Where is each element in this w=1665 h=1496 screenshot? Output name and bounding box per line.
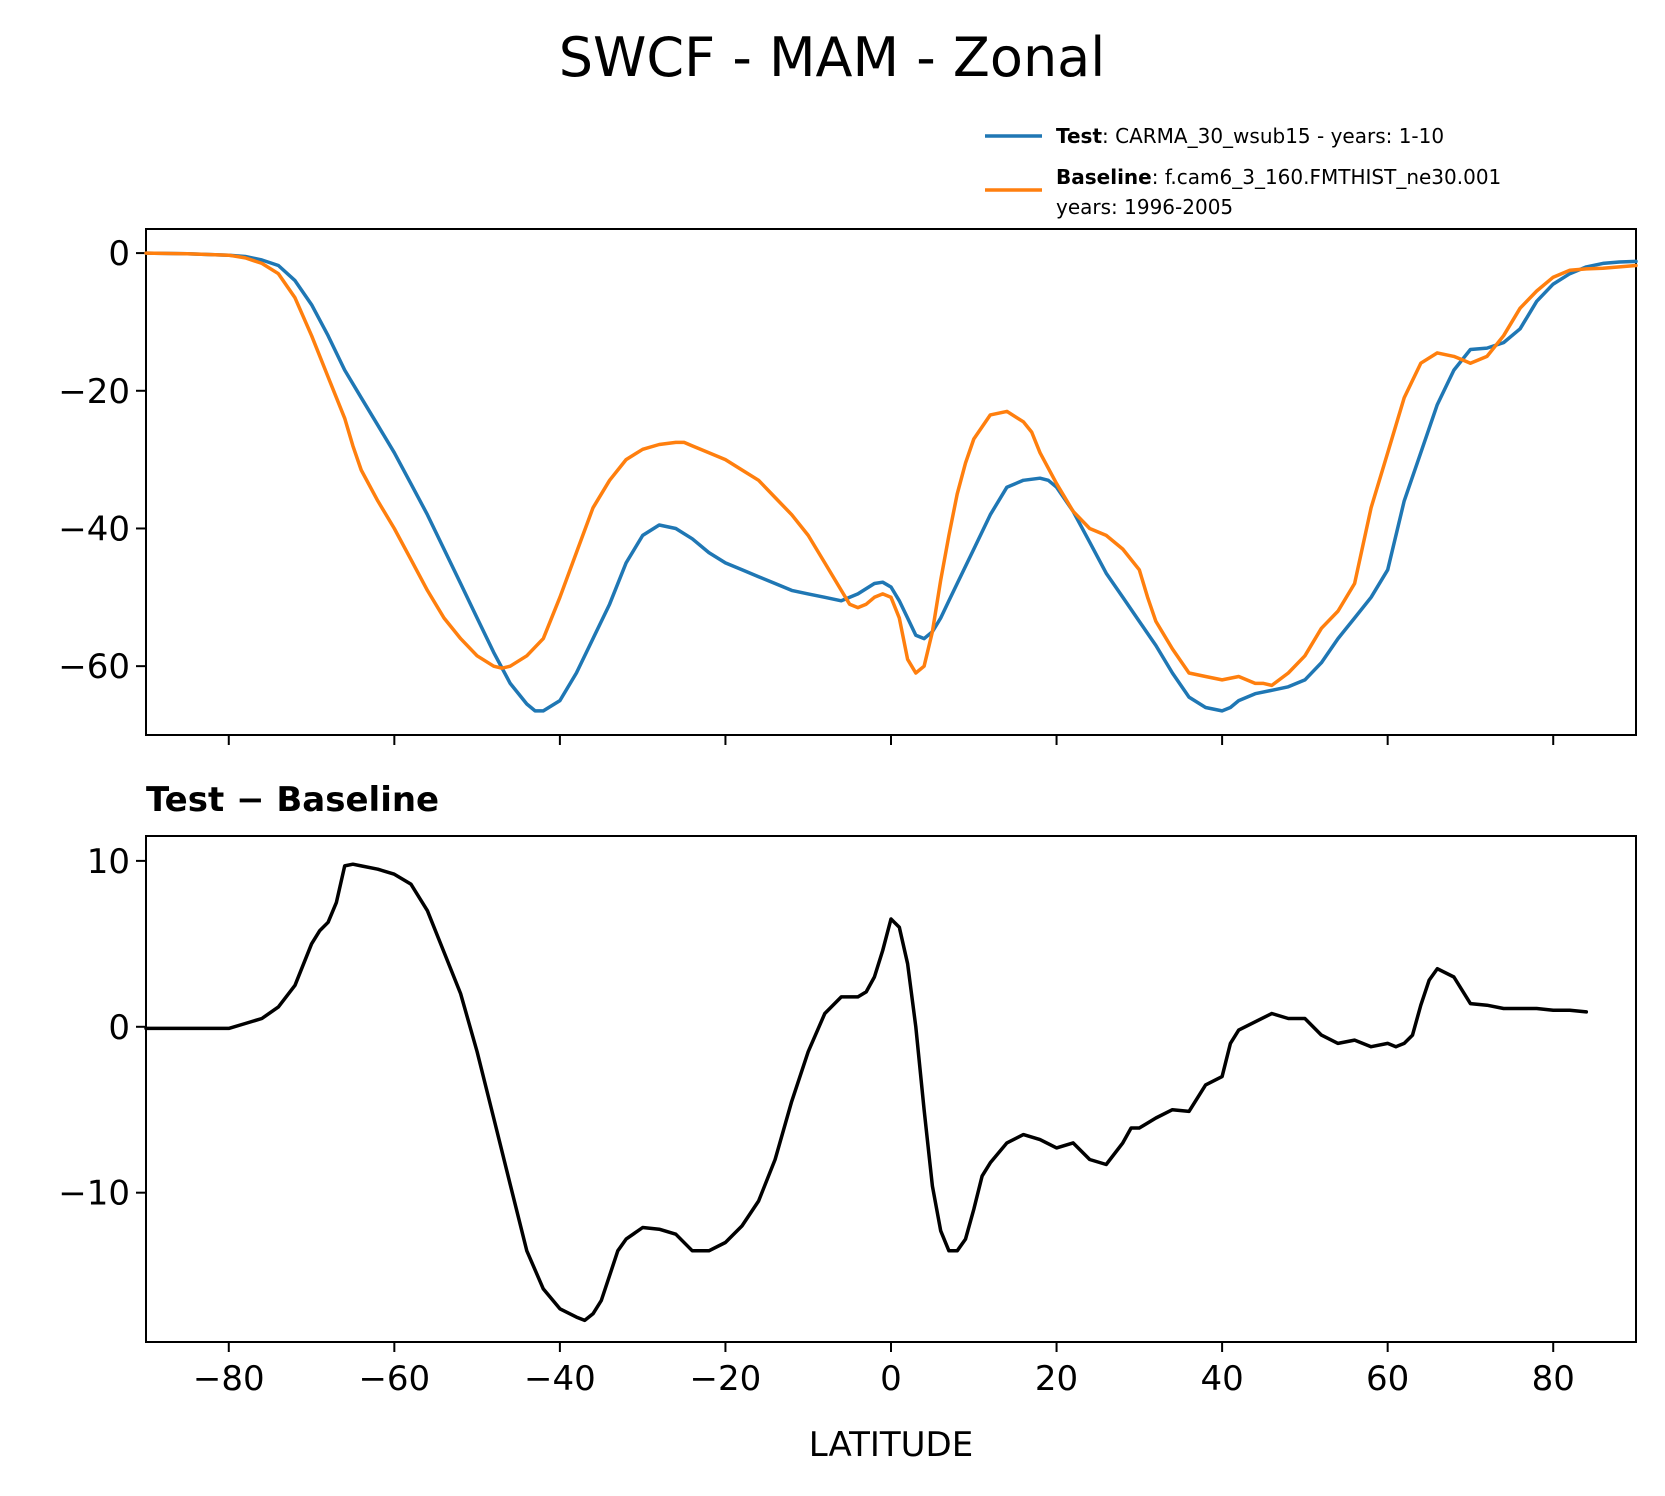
series-line-test <box>144 251 1638 713</box>
top-y-axis: 0 −20 −40 −60 <box>58 234 146 687</box>
bottom-y-tick-label: 10 <box>87 842 130 882</box>
series-line-test-baseline <box>144 862 1589 1323</box>
difference-subtitle: Test − Baseline <box>146 780 439 820</box>
bottom-x-axis: −80 −60 −40 −20 0 20 40 60 80 <box>193 1342 1575 1399</box>
series-line-baseline <box>144 251 1638 688</box>
x-tick-label: −80 <box>193 1359 265 1399</box>
x-tick-label: 60 <box>1366 1359 1409 1399</box>
x-tick-label: −20 <box>690 1359 762 1399</box>
x-tick-label: −40 <box>524 1359 596 1399</box>
x-axis-label: LATITUDE <box>809 1425 973 1465</box>
x-tick-label: −60 <box>358 1359 430 1399</box>
bottom-panel-frame <box>145 835 1637 1343</box>
bottom-series <box>144 862 1589 1323</box>
chart-title: SWCF - MAM - Zonal <box>559 26 1106 89</box>
bottom-y-tick-label: −10 <box>58 1174 130 1214</box>
bottom-panel: 10 0 −10 −80 −60 −40 −20 0 20 40 60 80 <box>58 835 1637 1399</box>
top-y-tick-label: −60 <box>58 647 130 687</box>
x-tick-label: 80 <box>1532 1359 1575 1399</box>
bottom-y-axis: 10 0 −10 <box>58 842 146 1214</box>
legend-label-baseline-years: years: 1996-2005 <box>1056 195 1233 219</box>
top-y-tick-label: 0 <box>108 234 130 274</box>
x-tick-label: 0 <box>880 1359 902 1399</box>
legend-label-baseline: Baseline: f.cam6_3_160.FMTHIST_ne30.001 <box>1056 165 1501 189</box>
x-tick-label: 40 <box>1200 1359 1243 1399</box>
top-x-axis <box>227 735 1555 745</box>
bottom-y-tick-label: 0 <box>108 1008 130 1048</box>
top-y-tick-label: −40 <box>58 509 130 549</box>
top-y-tick-label: −20 <box>58 372 130 412</box>
legend-label-test: Test: CARMA_30_wsub15 - years: 1-10 <box>1056 124 1444 148</box>
top-panel: 0 −20 −40 −60 <box>58 228 1638 745</box>
top-series <box>144 251 1638 713</box>
x-tick-label: 20 <box>1035 1359 1078 1399</box>
legend: Test: CARMA_30_wsub15 - years: 1-10 Base… <box>985 124 1501 219</box>
